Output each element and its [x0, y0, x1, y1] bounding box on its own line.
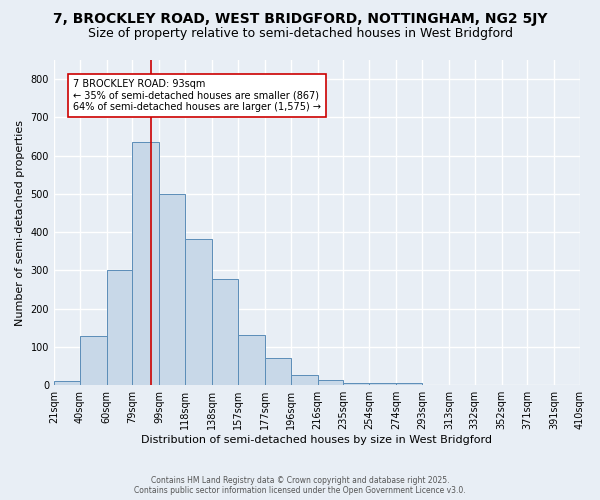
X-axis label: Distribution of semi-detached houses by size in West Bridgford: Distribution of semi-detached houses by …: [142, 435, 493, 445]
Bar: [369, 384, 396, 385]
Bar: [133, 142, 160, 385]
Bar: [54, 382, 80, 385]
Bar: [160, 194, 185, 385]
Bar: [265, 358, 290, 385]
Bar: [238, 334, 265, 385]
Bar: [290, 375, 317, 385]
Bar: [185, 238, 212, 385]
Bar: [107, 270, 133, 385]
Y-axis label: Number of semi-detached properties: Number of semi-detached properties: [15, 120, 25, 326]
Bar: [212, 279, 238, 385]
Text: Size of property relative to semi-detached houses in West Bridgford: Size of property relative to semi-detach…: [88, 28, 512, 40]
Bar: [396, 384, 422, 385]
Bar: [317, 380, 343, 385]
Bar: [80, 336, 107, 385]
Text: 7 BROCKLEY ROAD: 93sqm
← 35% of semi-detached houses are smaller (867)
64% of se: 7 BROCKLEY ROAD: 93sqm ← 35% of semi-det…: [73, 79, 321, 112]
Bar: [343, 382, 369, 385]
Text: Contains HM Land Registry data © Crown copyright and database right 2025.
Contai: Contains HM Land Registry data © Crown c…: [134, 476, 466, 495]
Text: 7, BROCKLEY ROAD, WEST BRIDGFORD, NOTTINGHAM, NG2 5JY: 7, BROCKLEY ROAD, WEST BRIDGFORD, NOTTIN…: [53, 12, 547, 26]
